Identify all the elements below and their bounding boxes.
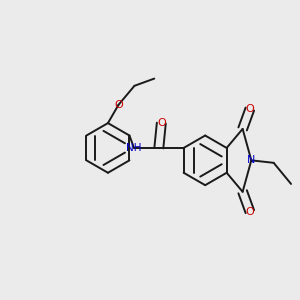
Text: O: O [157,118,166,128]
Text: N: N [247,155,256,165]
Text: O: O [114,100,123,110]
Text: O: O [245,207,254,217]
Text: NH: NH [126,143,142,153]
Text: O: O [245,104,254,114]
